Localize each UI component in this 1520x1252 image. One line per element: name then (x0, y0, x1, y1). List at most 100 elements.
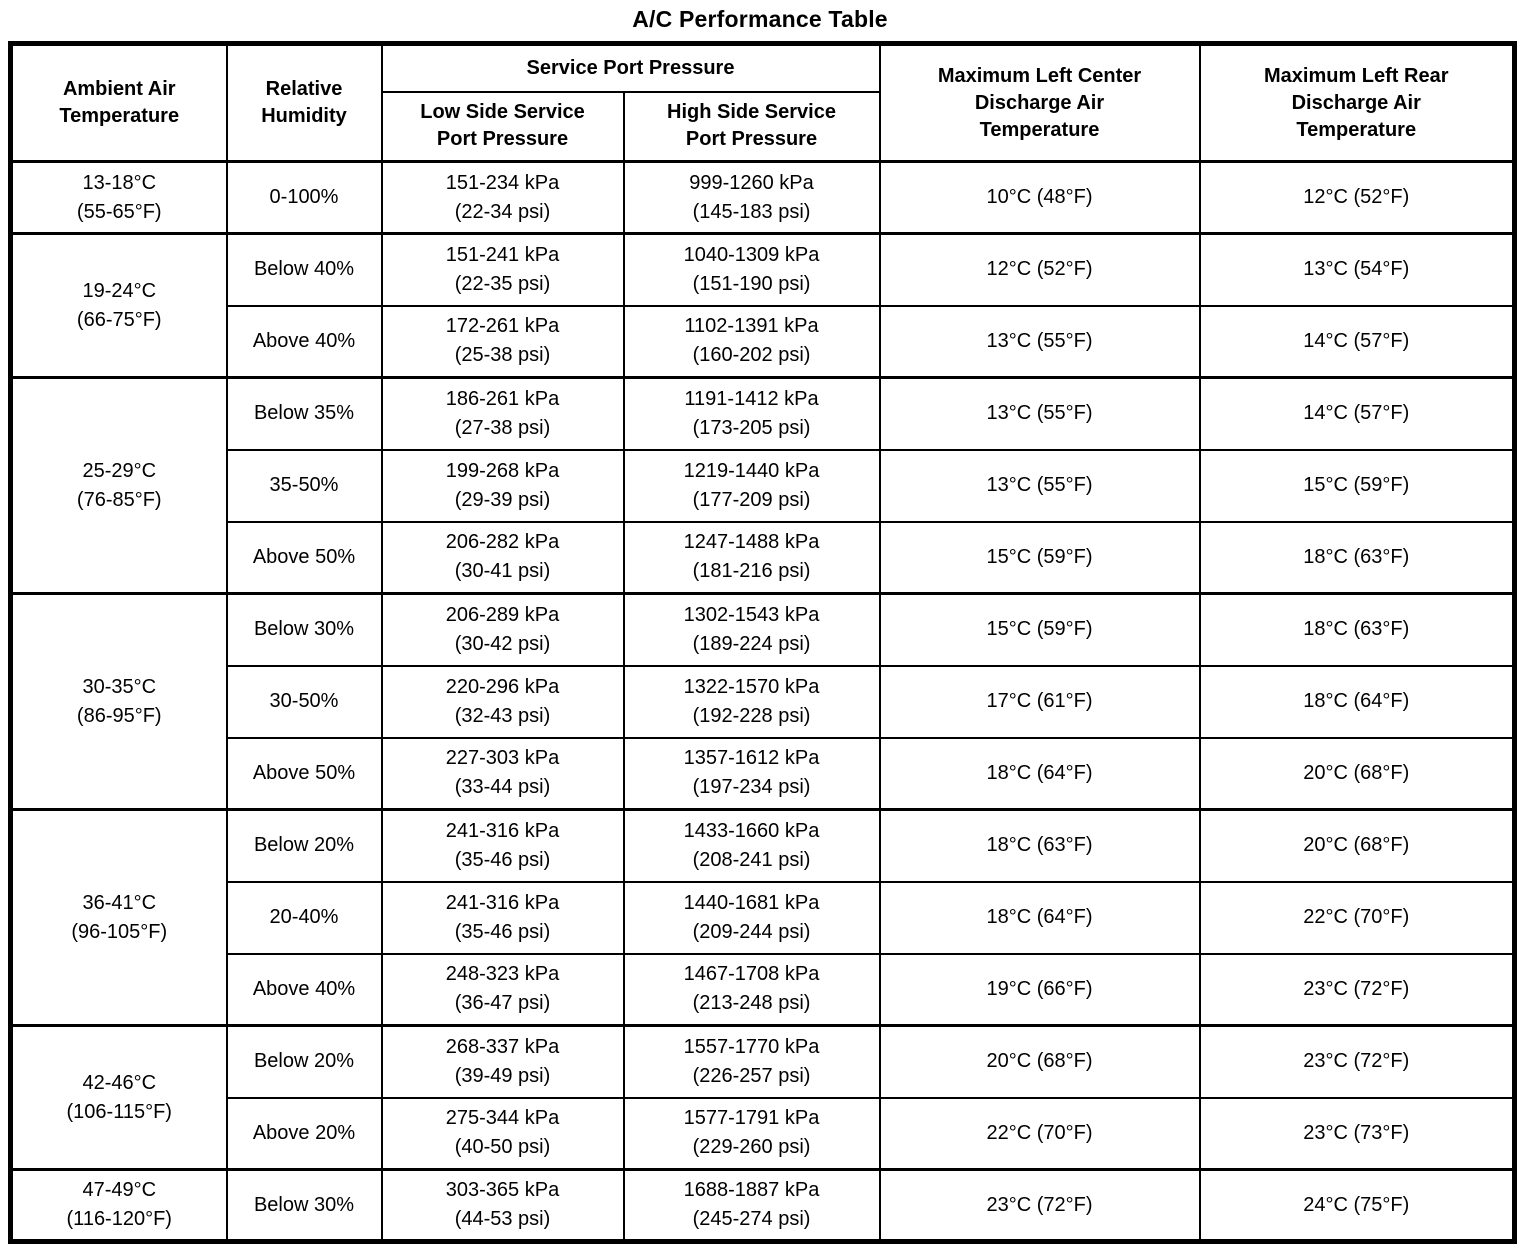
cell-humidity: 35-50% (225, 448, 383, 523)
cell-center-discharge-temp: 13°C (55°F) (878, 448, 1201, 523)
table-row: 30-50% 220-296 kPa (32-43 psi) 1322-1570… (11, 664, 1516, 739)
cell-high-pressure: 1040-1309 kPa (151-190 psi) (622, 232, 881, 307)
cell-rear-discharge-temp: 23°C (73°F) (1198, 1096, 1516, 1171)
cell-high-pressure: 1433-1660 kPa (208-241 psi) (622, 808, 881, 883)
cell-rear-discharge-temp: 23°C (72°F) (1198, 1024, 1516, 1099)
cell-rear-discharge-temp: 20°C (68°F) (1198, 736, 1516, 811)
cell-high-pressure: 1688-1887 kPa (245-274 psi) (622, 1168, 881, 1243)
table-row: 20-40% 241-316 kPa (35-46 psi) 1440-1681… (11, 880, 1516, 955)
table-header: Ambient Air Temperature Relative Humidit… (9, 42, 1516, 163)
cell-humidity: Above 40% (225, 304, 383, 379)
cell-center-discharge-temp: 17°C (61°F) (878, 664, 1201, 739)
cell-high-pressure: 1467-1708 kPa (213-248 psi) (622, 952, 881, 1027)
header-high-side-pressure: High Side Service Port Pressure (622, 90, 881, 163)
cell-humidity: Above 20% (225, 1096, 383, 1171)
cell-low-pressure: 220-296 kPa (32-43 psi) (380, 664, 625, 739)
header-relative-humidity: Relative Humidity (225, 42, 383, 163)
cell-humidity: Above 40% (225, 952, 383, 1027)
cell-center-discharge-temp: 15°C (59°F) (878, 592, 1201, 667)
cell-humidity: Above 50% (225, 520, 383, 595)
cell-center-discharge-temp: 13°C (55°F) (878, 304, 1201, 379)
cell-humidity: Below 40% (225, 232, 383, 307)
header-row-sub: Low Side Service Port Pressure High Side… (11, 90, 1515, 163)
cell-rear-discharge-temp: 24°C (75°F) (1198, 1168, 1516, 1243)
cell-high-pressure: 1357-1612 kPa (197-234 psi) (622, 736, 881, 811)
cell-rear-discharge-temp: 18°C (63°F) (1198, 592, 1516, 667)
ac-performance-table: Ambient Air Temperature Relative Humidit… (8, 41, 1517, 1244)
table-row: Above 50% 206-282 kPa (30-41 psi) 1247-1… (11, 520, 1516, 595)
cell-humidity: Below 30% (225, 592, 383, 667)
cell-high-pressure: 1219-1440 kPa (177-209 psi) (622, 448, 881, 523)
cell-low-pressure: 206-289 kPa (30-42 psi) (380, 592, 625, 667)
cell-humidity: Below 30% (225, 1168, 383, 1243)
cell-ambient: 13-18°C (55-65°F) (9, 160, 228, 235)
cell-low-pressure: 172-261 kPa (25-38 psi) (380, 304, 625, 379)
table-row: 35-50% 199-268 kPa (29-39 psi) 1219-1440… (11, 448, 1516, 523)
header-max-left-center-discharge: Maximum Left Center Discharge Air Temper… (878, 42, 1201, 163)
cell-humidity: 0-100% (225, 160, 383, 235)
cell-high-pressure: 1102-1391 kPa (160-202 psi) (622, 304, 881, 379)
table-row: Above 50% 227-303 kPa (33-44 psi) 1357-1… (11, 736, 1516, 811)
table-row: Above 40% 172-261 kPa (25-38 psi) 1102-1… (11, 304, 1516, 379)
cell-low-pressure: 241-316 kPa (35-46 psi) (380, 880, 625, 955)
cell-center-discharge-temp: 15°C (59°F) (878, 520, 1201, 595)
cell-center-discharge-temp: 10°C (48°F) (878, 160, 1201, 235)
cell-humidity: 20-40% (225, 880, 383, 955)
cell-low-pressure: 303-365 kPa (44-53 psi) (380, 1168, 625, 1243)
cell-center-discharge-temp: 18°C (64°F) (878, 736, 1201, 811)
cell-humidity: Below 35% (225, 376, 383, 451)
cell-ambient: 42-46°C (106-115°F) (9, 1024, 228, 1171)
cell-low-pressure: 186-261 kPa (27-38 psi) (380, 376, 625, 451)
table-row: 42-46°C (106-115°F) Below 20% 268-337 kP… (9, 1024, 1516, 1171)
cell-low-pressure: 227-303 kPa (33-44 psi) (380, 736, 625, 811)
header-service-port-pressure: Service Port Pressure (380, 42, 881, 93)
cell-rear-discharge-temp: 15°C (59°F) (1198, 448, 1516, 523)
header-row-top: Ambient Air Temperature Relative Humidit… (9, 42, 1516, 163)
cell-rear-discharge-temp: 23°C (72°F) (1198, 952, 1516, 1027)
cell-center-discharge-temp: 22°C (70°F) (878, 1096, 1201, 1171)
cell-low-pressure: 248-323 kPa (36-47 psi) (380, 952, 625, 1027)
cell-rear-discharge-temp: 20°C (68°F) (1198, 808, 1516, 883)
cell-humidity: Above 50% (225, 736, 383, 811)
cell-ambient: 19-24°C (66-75°F) (9, 232, 228, 379)
cell-center-discharge-temp: 19°C (66°F) (878, 952, 1201, 1027)
cell-center-discharge-temp: 12°C (52°F) (878, 232, 1201, 307)
cell-low-pressure: 151-234 kPa (22-34 psi) (380, 160, 625, 235)
header-low-side-pressure: Low Side Service Port Pressure (380, 90, 625, 163)
table-row: 13-18°C (55-65°F) 0-100% 151-234 kPa (22… (9, 160, 1516, 235)
table-row: 30-35°C (86-95°F) Below 30% 206-289 kPa … (9, 592, 1516, 811)
cell-high-pressure: 1557-1770 kPa (226-257 psi) (622, 1024, 881, 1099)
cell-humidity: Below 20% (225, 1024, 383, 1099)
cell-rear-discharge-temp: 18°C (64°F) (1198, 664, 1516, 739)
table-row: Above 40% 248-323 kPa (36-47 psi) 1467-1… (11, 952, 1516, 1027)
cell-rear-discharge-temp: 14°C (57°F) (1198, 376, 1516, 451)
table-title: A/C Performance Table (632, 6, 888, 32)
cell-rear-discharge-temp: 13°C (54°F) (1198, 232, 1516, 307)
cell-center-discharge-temp: 23°C (72°F) (878, 1168, 1201, 1243)
cell-low-pressure: 241-316 kPa (35-46 psi) (380, 808, 625, 883)
cell-humidity: Below 20% (225, 808, 383, 883)
cell-high-pressure: 1302-1543 kPa (189-224 psi) (622, 592, 881, 667)
cell-low-pressure: 275-344 kPa (40-50 psi) (380, 1096, 625, 1171)
cell-rear-discharge-temp: 22°C (70°F) (1198, 880, 1516, 955)
cell-low-pressure: 268-337 kPa (39-49 psi) (380, 1024, 625, 1099)
cell-rear-discharge-temp: 18°C (63°F) (1198, 520, 1516, 595)
cell-rear-discharge-temp: 14°C (57°F) (1198, 304, 1516, 379)
table-body: 13-18°C (55-65°F) 0-100% 151-234 kPa (22… (9, 160, 1516, 1243)
header-ambient-temperature: Ambient Air Temperature (9, 42, 228, 163)
cell-high-pressure: 1322-1570 kPa (192-228 psi) (622, 664, 881, 739)
cell-center-discharge-temp: 20°C (68°F) (878, 1024, 1201, 1099)
cell-high-pressure: 1577-1791 kPa (229-260 psi) (622, 1096, 881, 1171)
cell-ambient: 30-35°C (86-95°F) (9, 592, 228, 811)
header-max-left-rear-discharge: Maximum Left Rear Discharge Air Temperat… (1198, 42, 1516, 163)
table-row: 25-29°C (76-85°F) Below 35% 186-261 kPa … (9, 376, 1516, 595)
cell-ambient: 25-29°C (76-85°F) (9, 376, 228, 595)
cell-center-discharge-temp: 13°C (55°F) (878, 376, 1201, 451)
cell-center-discharge-temp: 18°C (63°F) (878, 808, 1201, 883)
cell-ambient: 36-41°C (96-105°F) (9, 808, 228, 1027)
cell-rear-discharge-temp: 12°C (52°F) (1198, 160, 1516, 235)
table-row: 19-24°C (66-75°F) Below 40% 151-241 kPa … (9, 232, 1516, 379)
table-row: 36-41°C (96-105°F) Below 20% 241-316 kPa… (9, 808, 1516, 1027)
cell-high-pressure: 1440-1681 kPa (209-244 psi) (622, 880, 881, 955)
